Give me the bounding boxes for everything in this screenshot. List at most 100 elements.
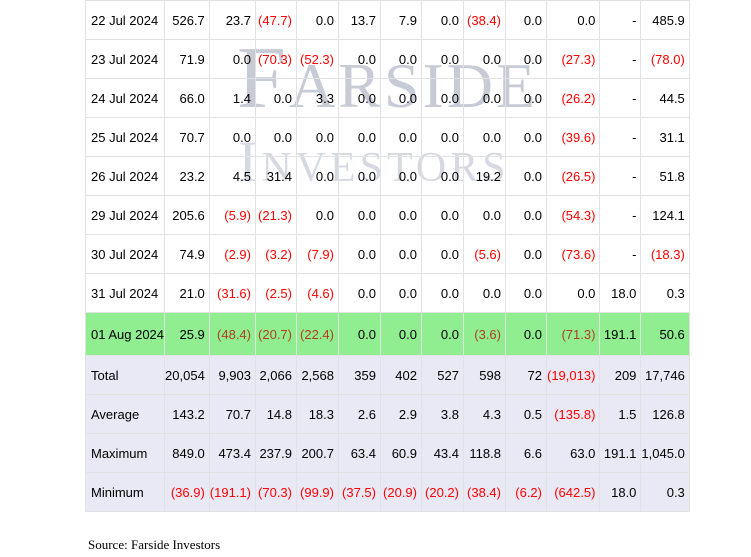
value-cell: (135.8) xyxy=(545,394,601,434)
value-cell: 0.0 xyxy=(463,78,506,118)
value-cell: 17,746 xyxy=(640,355,690,395)
value-cell: 18.0 xyxy=(599,472,642,512)
value-cell: 63.0 xyxy=(545,433,601,473)
value-cell: 0.0 xyxy=(380,312,422,356)
value-cell: 526.7 xyxy=(164,0,210,40)
value-cell: (4.6) xyxy=(296,273,339,313)
value-cell: 0.0 xyxy=(296,195,339,235)
value-cell: 25.9 xyxy=(164,312,210,356)
value-cell: (54.3) xyxy=(545,195,601,235)
value-cell: 0.0 xyxy=(463,273,506,313)
value-cell: - xyxy=(599,195,642,235)
value-cell: (70.3) xyxy=(255,472,297,512)
value-cell: 4.5 xyxy=(208,156,257,196)
value-cell: 0.5 xyxy=(505,394,547,434)
value-cell: 0.0 xyxy=(338,273,381,313)
value-cell: - xyxy=(599,234,642,274)
value-cell: 0.0 xyxy=(505,0,547,40)
value-cell: 118.8 xyxy=(463,433,506,473)
value-cell: 191.1 xyxy=(599,433,642,473)
value-cell: 63.4 xyxy=(338,433,381,473)
value-cell: - xyxy=(599,117,642,157)
table-row: 22 Jul 2024 526.7 23.7 (47.7) 0.0 13.7 7.9 0.0(… xyxy=(84,0,690,40)
table-row: 01 Aug 2024 25.9 (48.4) (20.7) (22.4) 0.0 0.0 0… xyxy=(84,312,690,356)
value-cell: 0.0 xyxy=(380,234,422,274)
value-cell: (27.3) xyxy=(545,39,601,79)
value-cell: 0.0 xyxy=(208,39,257,79)
summary-label-cell: Minimum xyxy=(84,472,166,512)
value-cell: 23.7 xyxy=(208,0,257,40)
date-cell: 23 Jul 2024 xyxy=(84,39,166,79)
table-row: 30 Jul 2024 74.9 (2.9) (3.2) (7.9) 0.0 0.0 0.0(… xyxy=(84,234,690,274)
value-cell: 19.2 xyxy=(463,156,506,196)
value-cell: 0.0 xyxy=(421,117,464,157)
value-cell: 0.0 xyxy=(380,273,422,313)
value-cell: 0.0 xyxy=(505,39,547,79)
value-cell: 0.0 xyxy=(505,234,547,274)
date-cell: 24 Jul 2024 xyxy=(84,78,166,118)
value-cell: 18.0 xyxy=(599,273,642,313)
value-cell: 0.0 xyxy=(338,234,381,274)
value-cell: 485.9 xyxy=(640,0,690,40)
value-cell: 20,054 xyxy=(164,355,210,395)
value-cell: 0.3 xyxy=(640,472,690,512)
value-cell: (70.3) xyxy=(255,39,297,79)
value-cell: 51.8 xyxy=(640,156,690,196)
value-cell: (7.9) xyxy=(296,234,339,274)
value-cell: 0.0 xyxy=(421,0,464,40)
value-cell: 209 xyxy=(599,355,642,395)
date-cell: 26 Jul 2024 xyxy=(84,156,166,196)
value-cell: (31.6) xyxy=(208,273,257,313)
value-cell: 14.8 xyxy=(255,394,297,434)
date-cell: 25 Jul 2024 xyxy=(84,117,166,157)
value-cell: (642.5) xyxy=(545,472,601,512)
value-cell: 0.0 xyxy=(421,312,464,356)
value-cell: - xyxy=(599,78,642,118)
value-cell: 4.3 xyxy=(463,394,506,434)
value-cell: 13.7 xyxy=(338,0,381,40)
table-row: 26 Jul 2024 23.2 4.5 31.4 0.0 0.0 0.0 0.0 19.2 0.… xyxy=(84,156,690,196)
value-cell: 0.0 xyxy=(296,156,339,196)
value-cell: 0.0 xyxy=(421,78,464,118)
value-cell: 598 xyxy=(463,355,506,395)
value-cell: 0.0 xyxy=(421,273,464,313)
value-cell: 6.6 xyxy=(505,433,547,473)
value-cell: 0.0 xyxy=(296,0,339,40)
value-cell: (21.3) xyxy=(255,195,297,235)
value-cell: 1.5 xyxy=(599,394,642,434)
value-cell: 0.0 xyxy=(380,39,422,79)
value-cell: (19,013) xyxy=(545,355,601,395)
value-cell: 31.4 xyxy=(255,156,297,196)
summary-label-cell: Average xyxy=(84,394,166,434)
value-cell: (52.3) xyxy=(296,39,339,79)
flow-table-body: 22 Jul 2024 526.7 23.7 (47.7) 0.0 13.7 7.9 0.0(… xyxy=(84,0,690,512)
value-cell: (191.1) xyxy=(208,472,257,512)
value-cell: 71.9 xyxy=(164,39,210,79)
value-cell: 0.0 xyxy=(255,78,297,118)
value-cell: (20.2) xyxy=(421,472,464,512)
value-cell: 2,568 xyxy=(296,355,339,395)
etf-flow-table: 22 Jul 2024 526.7 23.7 (47.7) 0.0 13.7 7.9 0.0(… xyxy=(84,0,690,512)
value-cell: 2.6 xyxy=(338,394,381,434)
value-cell: 0.0 xyxy=(505,156,547,196)
value-cell: 2,066 xyxy=(255,355,297,395)
value-cell: (5.9) xyxy=(208,195,257,235)
value-cell: (78.0) xyxy=(640,39,690,79)
table-row: Average 143.2 70.7 14.8 18.3 2.6 2.9 3.8 4.3 0.5(… xyxy=(84,394,690,434)
value-cell: 50.6 xyxy=(640,312,690,356)
value-cell: 402 xyxy=(380,355,422,395)
value-cell: 205.6 xyxy=(164,195,210,235)
table-row: 24 Jul 2024 66.0 1.4 0.0 3.3 0.0 0.0 0.0 0.0 0.0(… xyxy=(84,78,690,118)
value-cell: (36.9) xyxy=(164,472,210,512)
value-cell: 0.0 xyxy=(505,78,547,118)
value-cell: - xyxy=(599,156,642,196)
value-cell: 0.0 xyxy=(463,195,506,235)
value-cell: 143.2 xyxy=(164,394,210,434)
value-cell: 74.9 xyxy=(164,234,210,274)
date-cell: 31 Jul 2024 xyxy=(84,273,166,313)
table-row: Total 20,054 9,903 2,066 2,568 359 402 527 598 72… xyxy=(84,355,690,395)
value-cell: 237.9 xyxy=(255,433,297,473)
value-cell: (20.9) xyxy=(380,472,422,512)
value-cell: 2.9 xyxy=(380,394,422,434)
